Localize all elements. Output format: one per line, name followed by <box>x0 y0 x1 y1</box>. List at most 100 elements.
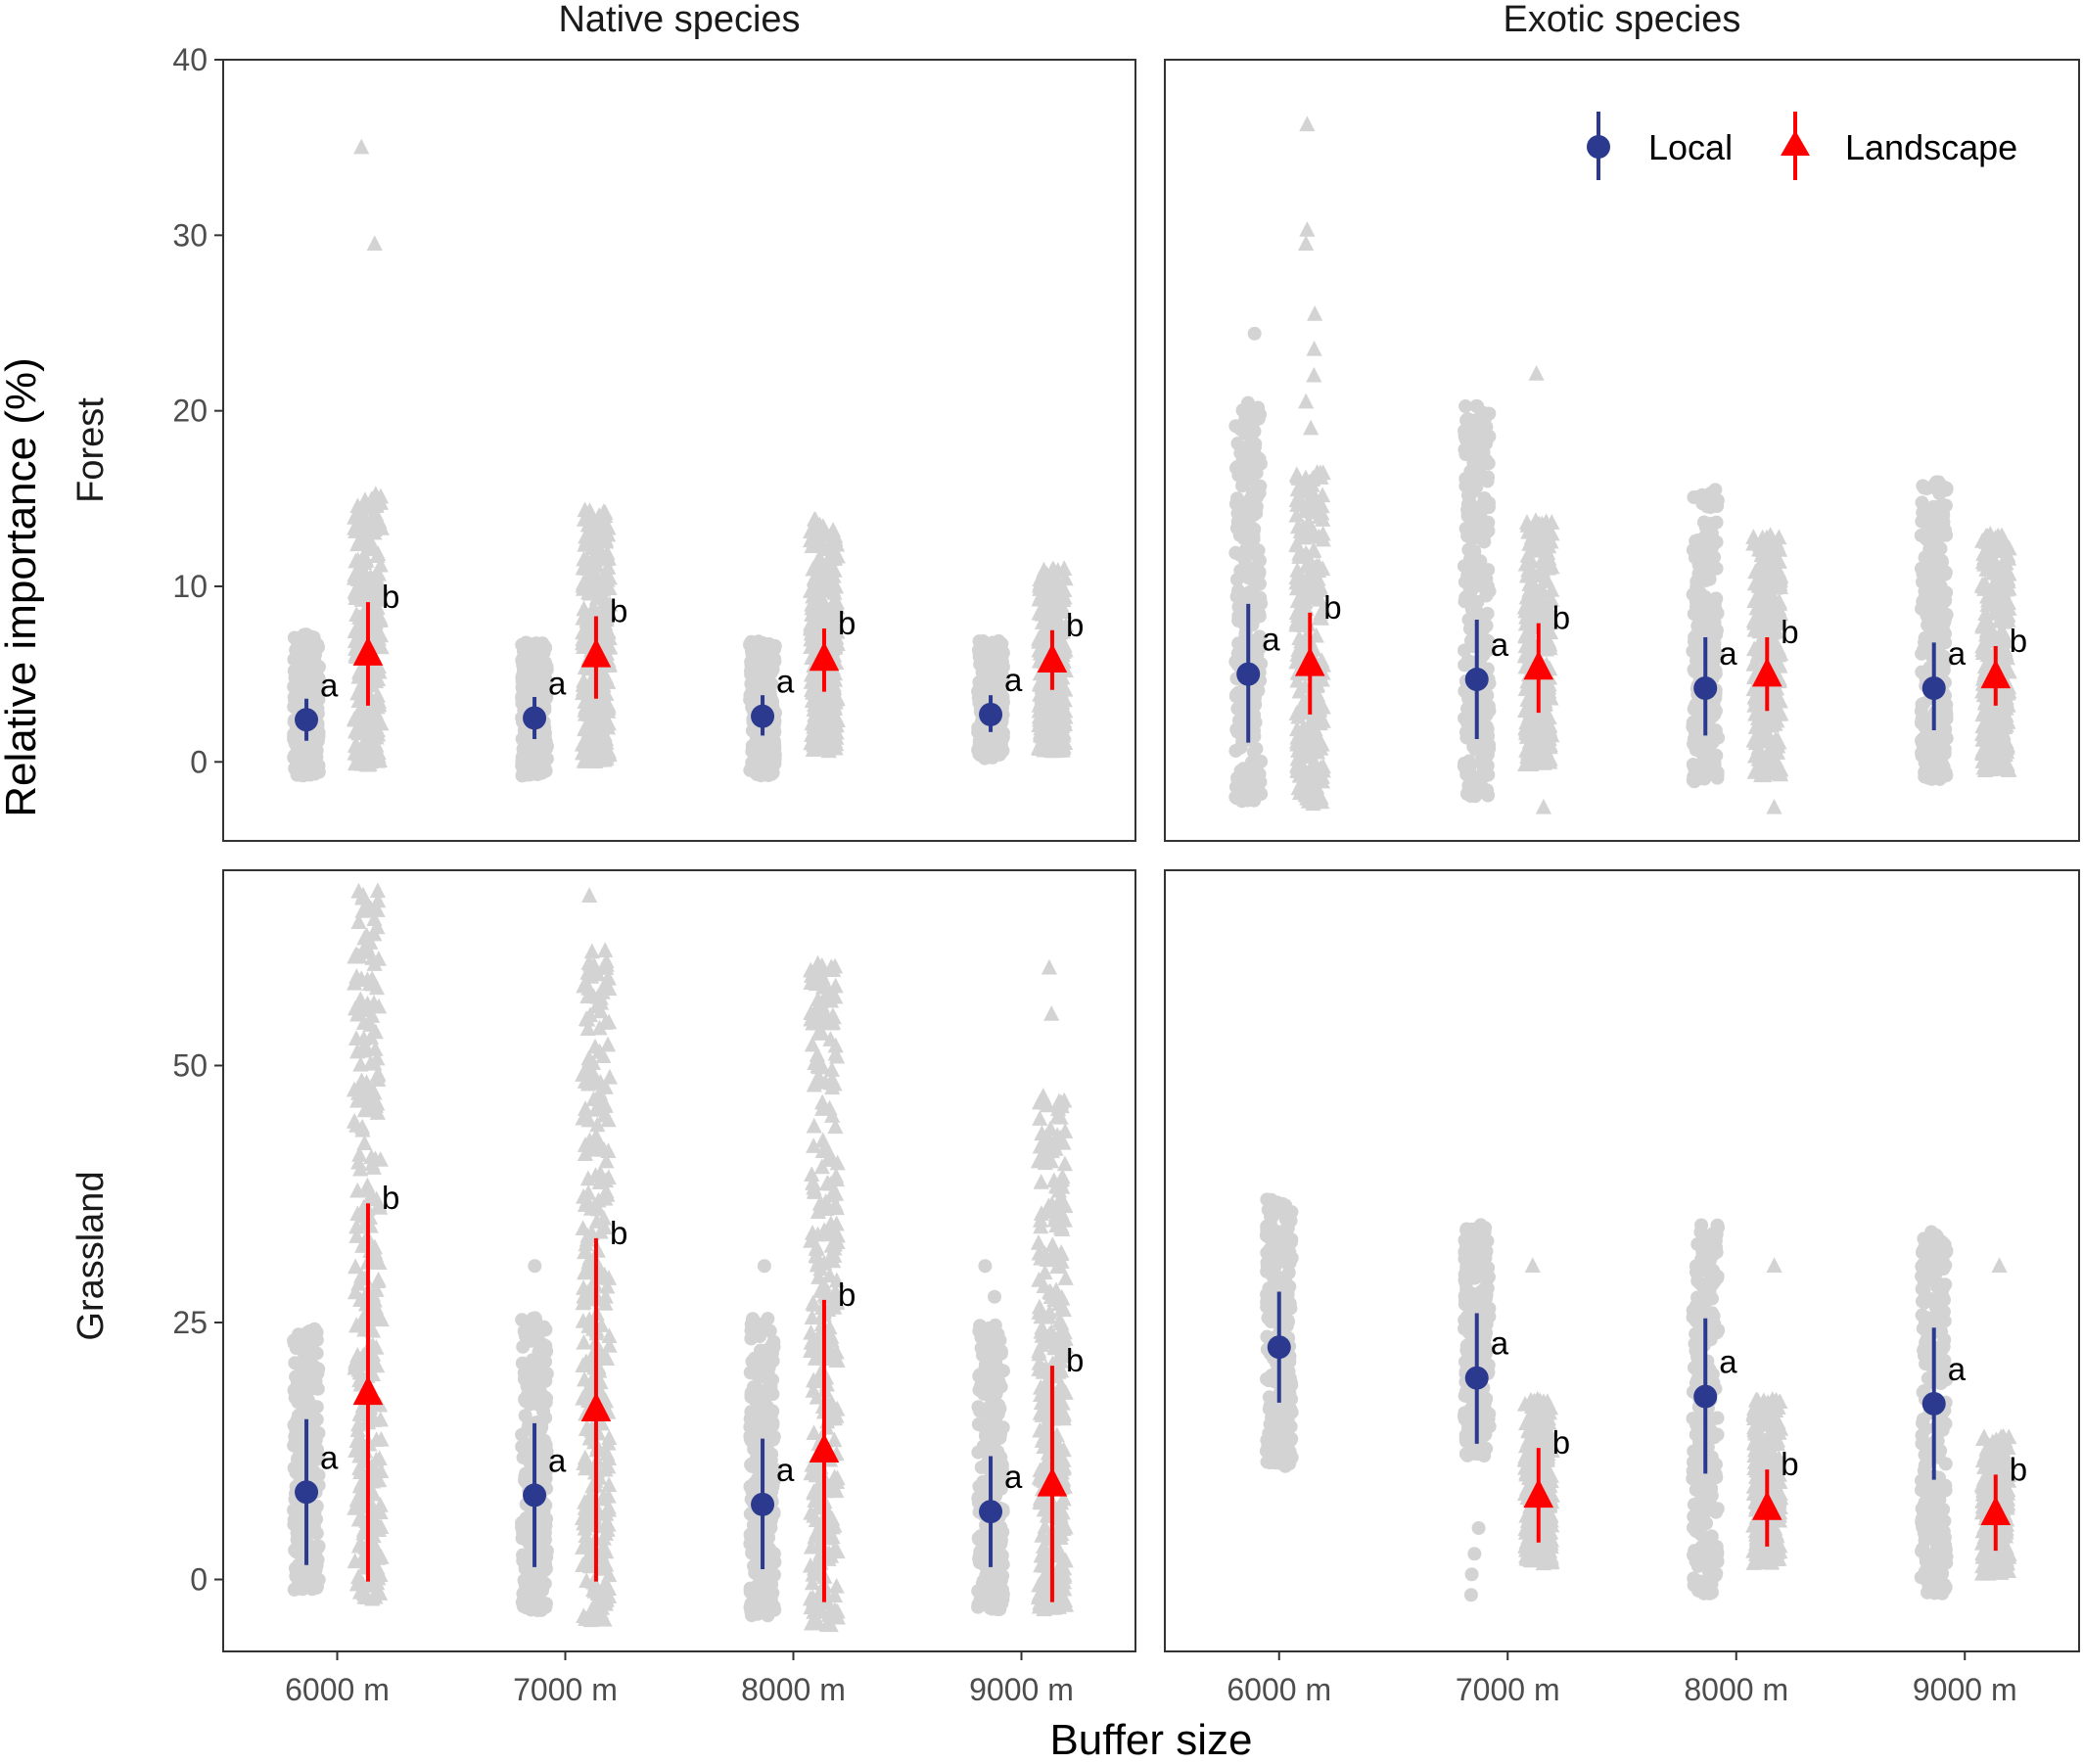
raw-point-landscape <box>599 558 617 575</box>
raw-point-local <box>1935 497 1950 512</box>
raw-point-local <box>764 689 778 704</box>
raw-point-local <box>748 740 763 755</box>
raw-point-local <box>1248 437 1263 451</box>
raw-point-local <box>307 1331 322 1346</box>
raw-point-landscape <box>577 705 594 721</box>
raw-point-local <box>1233 740 1248 755</box>
raw-point-local <box>308 1374 323 1389</box>
raw-point-local <box>538 673 553 688</box>
raw-point-local <box>309 692 324 707</box>
raw-point-local <box>521 748 535 763</box>
raw-point-local <box>1231 599 1246 614</box>
raw-point-landscape <box>575 684 591 700</box>
raw-point-landscape <box>816 694 833 711</box>
raw-point-landscape <box>601 580 618 595</box>
raw-point-local <box>538 640 553 655</box>
raw-point-landscape <box>353 503 371 520</box>
raw-point-landscape <box>372 611 390 627</box>
raw-point-local <box>762 668 776 682</box>
raw-point-landscape <box>1307 305 1323 321</box>
raw-point-landscape <box>575 633 591 650</box>
raw-point-local <box>1480 788 1495 803</box>
raw-point-landscape <box>370 725 387 742</box>
raw-point-local <box>1246 508 1261 523</box>
raw-point-local <box>1921 770 1936 785</box>
raw-point-landscape <box>598 608 615 625</box>
raw-point-local <box>1481 456 1496 471</box>
raw-point-local <box>1939 481 1954 495</box>
raw-point-landscape <box>360 756 377 772</box>
raw-point-landscape <box>349 745 367 762</box>
raw-point-landscape <box>582 513 600 529</box>
raw-point-local <box>298 1399 312 1414</box>
raw-point-landscape <box>588 709 605 725</box>
raw-point-landscape <box>600 526 617 542</box>
raw-point-landscape <box>576 600 592 617</box>
raw-point-local <box>1710 606 1725 621</box>
raw-point-local <box>1233 421 1248 436</box>
raw-point-local <box>1703 564 1718 579</box>
raw-point-local <box>1469 464 1484 479</box>
raw-point-local <box>1926 603 1941 618</box>
raw-point-landscape <box>1298 393 1315 409</box>
raw-point-local <box>1690 641 1705 656</box>
raw-point-local <box>974 637 989 652</box>
raw-point-landscape <box>599 571 616 587</box>
raw-point-local <box>1241 530 1256 544</box>
raw-point-landscape <box>1766 798 1782 814</box>
raw-point-local <box>1709 591 1724 606</box>
raw-point-local <box>1708 483 1723 497</box>
raw-point-local <box>311 640 326 655</box>
raw-point-local <box>1480 579 1495 593</box>
raw-point-landscape <box>347 523 364 538</box>
raw-point-local <box>1247 326 1262 341</box>
raw-point-local <box>1231 586 1246 601</box>
raw-point-landscape <box>580 727 597 744</box>
raw-point-local <box>1926 535 1941 550</box>
raw-point-local <box>1247 414 1262 429</box>
raw-point-landscape <box>588 572 606 587</box>
raw-point-landscape <box>585 539 602 556</box>
raw-point-local <box>1686 720 1700 734</box>
raw-point-landscape <box>596 513 614 530</box>
raw-point-local <box>1458 442 1472 457</box>
raw-point-local <box>1460 761 1475 775</box>
raw-point-local <box>290 1377 304 1392</box>
raw-point-local <box>518 662 532 676</box>
raw-point-local <box>1478 758 1493 772</box>
raw-point-landscape <box>595 587 612 604</box>
raw-point-landscape <box>369 626 387 641</box>
raw-point-local <box>1703 500 1718 515</box>
raw-point-landscape <box>597 669 615 684</box>
raw-point-local <box>1474 503 1489 518</box>
raw-point-local <box>515 768 530 783</box>
raw-point-local <box>1918 481 1932 495</box>
raw-point-local <box>1228 496 1243 511</box>
raw-point-local <box>307 659 322 673</box>
raw-point-local <box>1923 660 1938 674</box>
raw-point-local <box>1930 623 1945 637</box>
raw-point-local <box>766 640 781 655</box>
raw-point-landscape <box>369 707 386 723</box>
raw-point-local <box>1228 779 1243 794</box>
raw-point-landscape <box>805 587 821 604</box>
raw-point-local <box>1245 469 1260 484</box>
raw-point-landscape <box>348 737 365 754</box>
raw-point-local <box>762 657 776 672</box>
raw-point-local <box>1458 575 1472 589</box>
raw-point-landscape <box>347 755 364 770</box>
raw-point-local <box>1690 489 1704 504</box>
raw-point-local <box>1464 602 1479 617</box>
raw-point-local <box>310 674 325 689</box>
raw-point-local <box>1705 764 1720 778</box>
raw-point-landscape <box>579 549 595 566</box>
raw-point-local <box>287 652 301 667</box>
raw-point-landscape <box>596 751 613 767</box>
raw-point-landscape <box>360 523 377 539</box>
raw-point-landscape <box>583 526 600 542</box>
raw-point-local <box>516 687 531 702</box>
raw-point-local <box>1249 741 1264 756</box>
raw-point-local <box>1692 613 1707 627</box>
raw-point-landscape <box>584 599 602 615</box>
raw-point-landscape <box>1535 798 1552 814</box>
